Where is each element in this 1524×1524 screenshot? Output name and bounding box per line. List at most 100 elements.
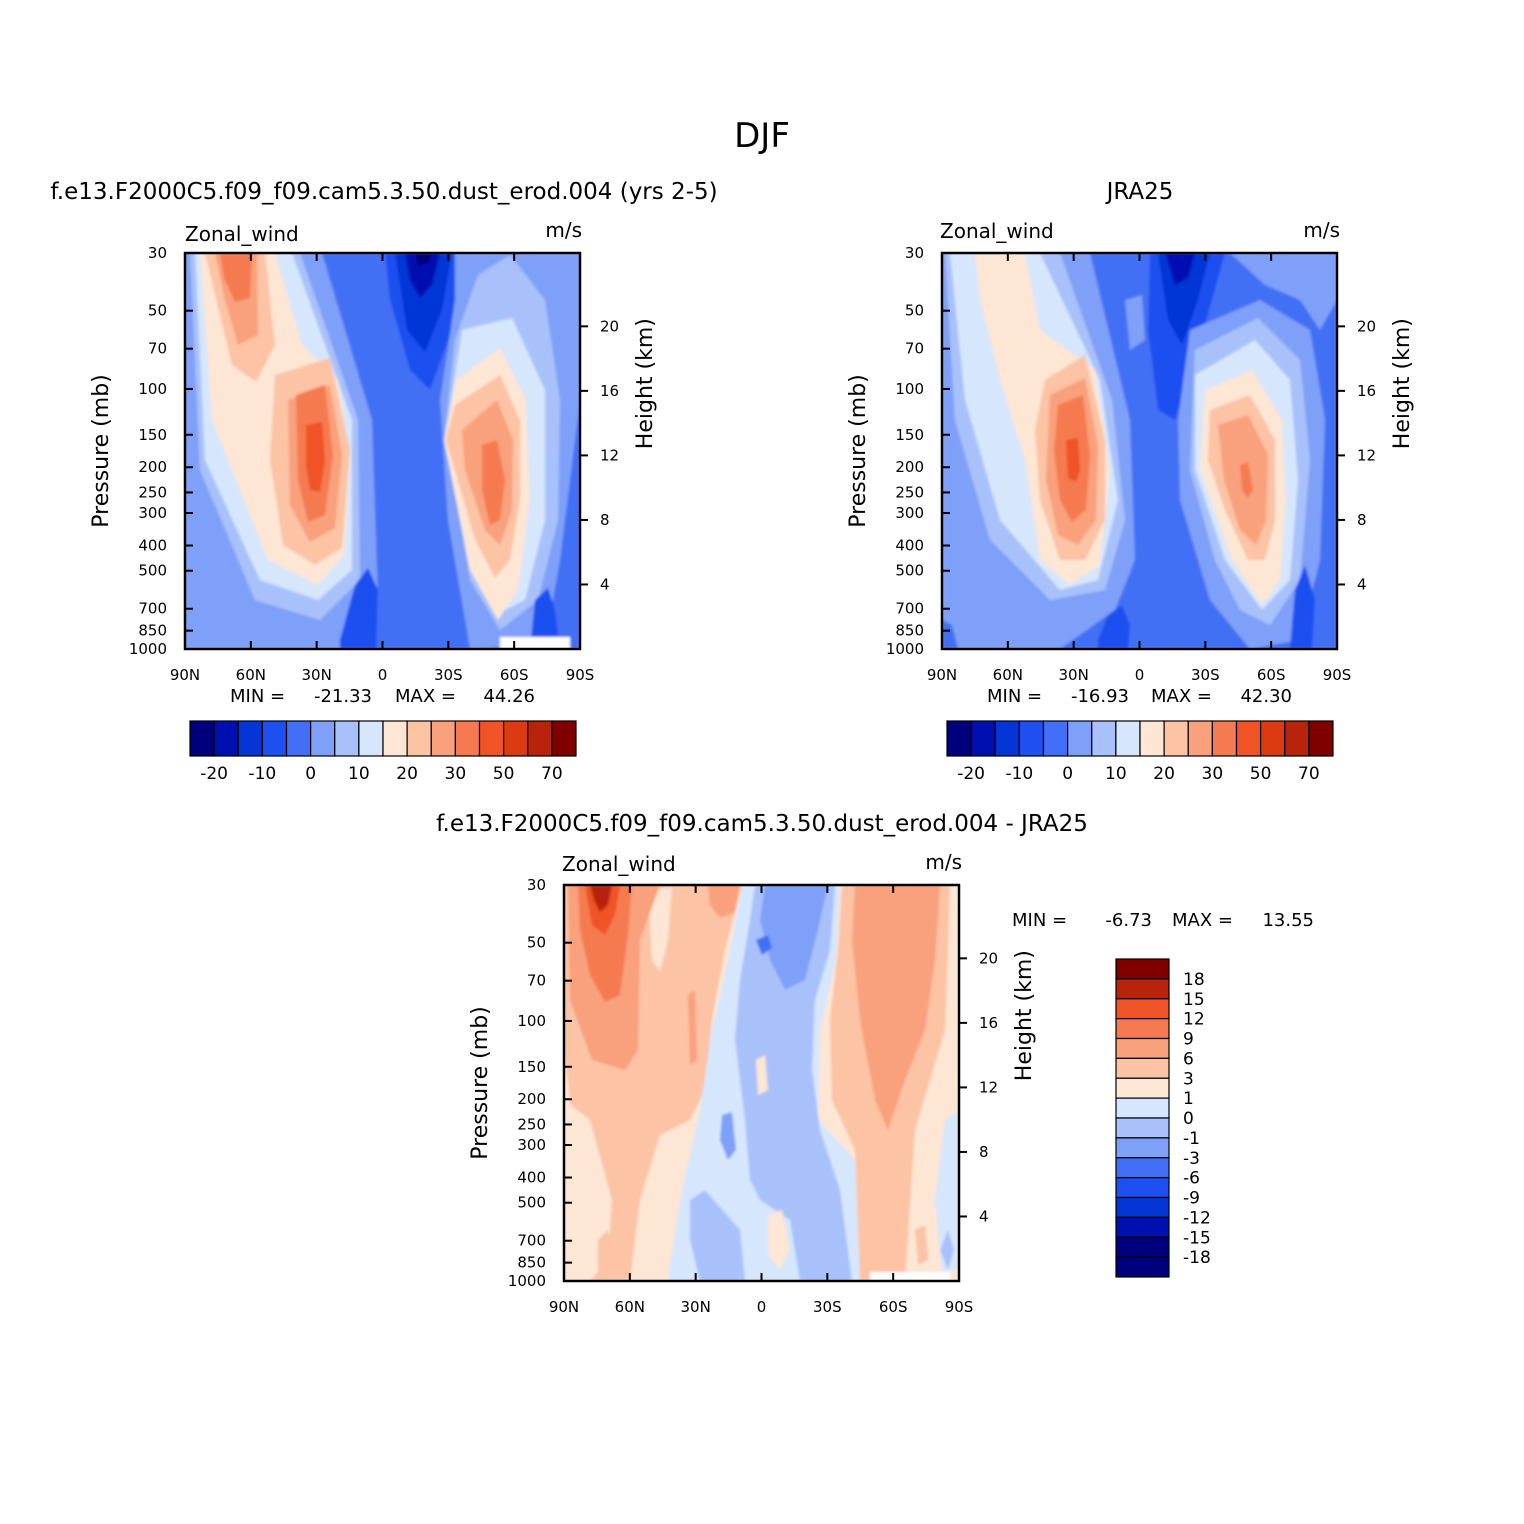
- colorbar-swatch: [1187, 720, 1213, 757]
- colorbar-label: -20: [957, 764, 985, 784]
- y-tick-label: 1000: [508, 1272, 546, 1290]
- x-tick-label: 0: [1135, 666, 1145, 684]
- colorbar-swatch: [1115, 1117, 1170, 1139]
- y-tick-label: 700: [517, 1232, 546, 1250]
- colorbar-label: 70: [541, 764, 563, 784]
- colorbar-label: 15: [1183, 990, 1205, 1010]
- figure-title: DJF: [734, 116, 790, 156]
- contour-band: [1125, 295, 1145, 350]
- contour-field: [185, 253, 580, 649]
- y-tick-label: 850: [895, 622, 924, 640]
- y2-tick-label: 12: [600, 446, 619, 464]
- colorbar-swatch: [430, 720, 456, 757]
- colorbar-swatch: [994, 720, 1020, 757]
- colorbar-swatch: [1042, 720, 1069, 757]
- colorbar-swatch: [1115, 720, 1141, 757]
- y2-tick-label: 8: [600, 511, 610, 529]
- colorbar-swatch: [1115, 1018, 1170, 1040]
- y-tick-label: 500: [517, 1194, 546, 1212]
- colorbar-label: 6: [1183, 1049, 1194, 1069]
- colorbar-label: 20: [1153, 764, 1175, 784]
- x-tick-label: 90S: [566, 666, 595, 684]
- colorbar-swatch: [527, 720, 553, 757]
- y-tick-label: 250: [517, 1115, 546, 1133]
- colorbar-swatch: [1115, 1216, 1170, 1238]
- colorbar-swatch: [1235, 720, 1262, 757]
- x-tick-label: 90N: [549, 1298, 579, 1316]
- colorbar-swatch: [970, 720, 996, 757]
- colorbar-swatch: [1211, 720, 1238, 757]
- colorbar-swatch: [551, 720, 577, 757]
- contour-band: [756, 935, 772, 955]
- y2-tick-label: 20: [979, 949, 998, 967]
- axes: 305070100150200250300400500700850100090N…: [89, 244, 658, 684]
- y2-tick-label: 20: [1357, 317, 1376, 335]
- variable-label: Zonal_wind: [940, 219, 1054, 243]
- contour-band: [756, 1055, 768, 1095]
- y-tick-label: 100: [517, 1012, 546, 1030]
- colorbar-swatch: [503, 720, 529, 757]
- units-label: m/s: [545, 218, 582, 242]
- y-tick-label: 400: [517, 1169, 546, 1187]
- y-tick-label: 30: [905, 244, 924, 262]
- contour-band: [220, 253, 252, 302]
- x-tick-label: 90N: [170, 666, 200, 684]
- colorbar-label: 30: [445, 764, 467, 784]
- colorbar: -20 -10 0 10 20 30 50 70: [946, 720, 1334, 784]
- colorbar-label: 0: [1183, 1109, 1194, 1129]
- x-tick-label: 30S: [1191, 666, 1220, 684]
- contour-band: [1290, 565, 1315, 649]
- colorbar-swatch: [1115, 1077, 1170, 1099]
- x-tick-label: 30S: [434, 666, 463, 684]
- colorbar-label: 3: [1183, 1069, 1194, 1089]
- colorbar-label: -9: [1183, 1189, 1200, 1209]
- contour-band: [405, 253, 440, 298]
- contour-band: [940, 1230, 954, 1270]
- y-tick-label: 70: [527, 972, 546, 990]
- contour-band: [598, 1230, 615, 1281]
- colorbar-swatch: [1163, 720, 1189, 757]
- y-tick-label: 70: [148, 340, 167, 358]
- y-tick-label: 1000: [129, 640, 167, 658]
- y-tick-label: 150: [895, 426, 924, 444]
- contour-band: [1240, 462, 1253, 498]
- y2-tick-label: 8: [979, 1143, 989, 1161]
- colorbar-label: -20: [200, 764, 228, 784]
- y2-tick-label: 16: [979, 1014, 998, 1032]
- y-tick-label: 300: [895, 504, 924, 522]
- panel-title: JRA25: [1105, 179, 1174, 205]
- stats-min: -16.93: [1071, 686, 1129, 707]
- contour-band: [915, 1225, 928, 1265]
- contour-band: [720, 1112, 736, 1160]
- y2-tick-label: 4: [600, 575, 610, 593]
- contour-band: [395, 253, 452, 352]
- y-tick-label: 30: [527, 876, 546, 894]
- x-tick-label: 90N: [927, 666, 957, 684]
- missing-data: [870, 1272, 950, 1281]
- y-tick-label: 400: [138, 537, 167, 555]
- y-tick-label: 50: [527, 934, 546, 952]
- contour-band: [690, 1190, 745, 1281]
- x-tick-label: 30N: [302, 666, 332, 684]
- contour-band: [768, 1210, 790, 1270]
- colorbar-label: -18: [1183, 1248, 1211, 1268]
- colorbar-label: 10: [348, 764, 370, 784]
- colorbar-swatch: [1139, 720, 1165, 757]
- y-tick-label: 1000: [886, 640, 924, 658]
- y2-tick-label: 12: [1357, 446, 1376, 464]
- panel-title: f.e13.F2000C5.f09_f09.cam5.3.50.dust_ero…: [436, 811, 1088, 837]
- y-tick-label: 400: [895, 537, 924, 555]
- y2-axis-title: Height (km): [1012, 950, 1037, 1081]
- colorbar-label: -1: [1183, 1129, 1200, 1149]
- colorbar-swatch: [237, 720, 263, 757]
- stats-max-label: MAX =: [395, 686, 456, 707]
- contour-band: [1066, 438, 1080, 482]
- x-tick-label: 30N: [1059, 666, 1089, 684]
- colorbar: -20 -10 0 10 20 30 50 70: [189, 720, 577, 784]
- y2-tick-label: 12: [979, 1078, 998, 1096]
- contour-band: [590, 885, 612, 912]
- y-tick-label: 200: [517, 1090, 546, 1108]
- contour-band: [648, 888, 672, 972]
- contour-band: [760, 885, 828, 990]
